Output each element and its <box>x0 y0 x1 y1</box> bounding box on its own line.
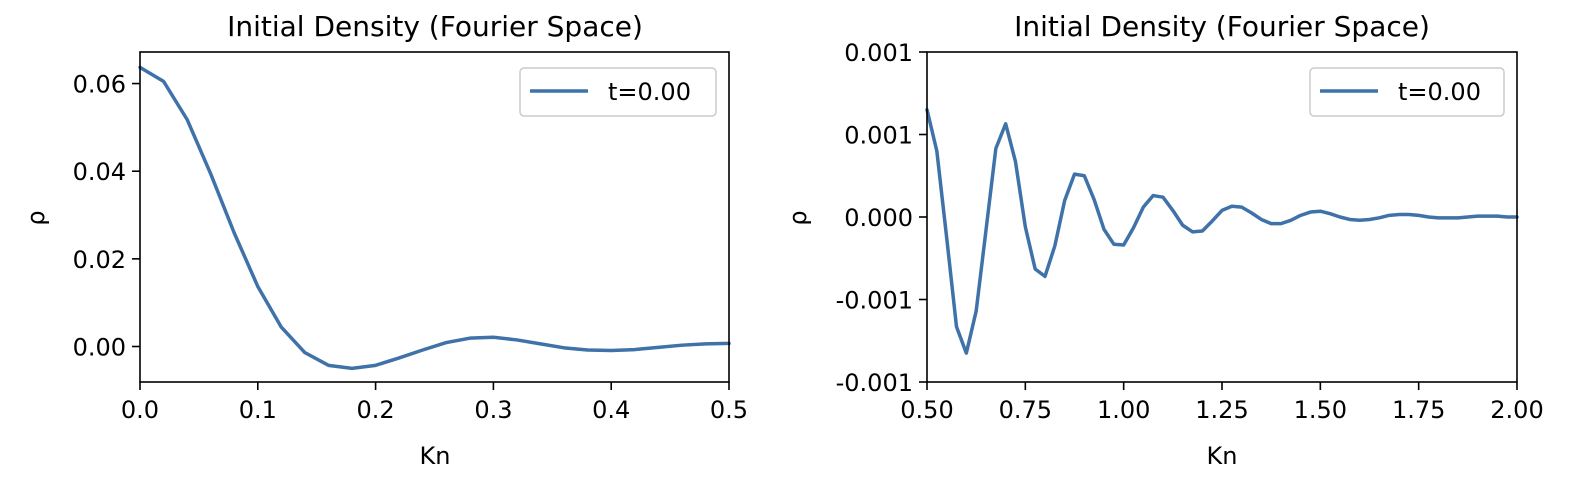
x-tick-label: 1.75 <box>1392 396 1445 424</box>
chart-left-x-axis: 0.0 0.1 0.2 0.3 0.4 0.5 <box>121 382 748 424</box>
y-tick-label: 0.001 <box>844 39 913 67</box>
x-tick-label: 0.5 <box>710 396 748 424</box>
chart-right-x-axis: 0.50 0.75 1.00 1.25 1.50 1.75 2.00 <box>900 382 1544 424</box>
chart-right-y-label: ρ <box>784 210 812 225</box>
chart-left-title: Initial Density (Fourier Space) <box>227 10 643 43</box>
x-tick-label: 0.3 <box>474 396 512 424</box>
x-tick-label: 0.50 <box>900 396 953 424</box>
y-tick-label: 0.04 <box>73 158 126 186</box>
chart-right-legend: t=0.00 <box>1309 67 1505 117</box>
chart-right-title: Initial Density (Fourier Space) <box>1014 10 1430 43</box>
chart-left-y-label: ρ <box>22 210 50 225</box>
legend-frame <box>1309 67 1505 117</box>
legend-label: t=0.00 <box>1398 78 1481 106</box>
x-tick-label: 2.00 <box>1490 396 1543 424</box>
y-tick-label: -0.001 <box>836 369 913 397</box>
chart-right: Initial Density (Fourier Space) 0.50 0.75… <box>784 10 1544 470</box>
chart-left: Initial Density (Fourier Space) 0.0 0.1 0.… <box>22 10 748 470</box>
chart-right-y-axis: -0.001 -0.001 0.000 0.001 0.001 <box>836 39 927 397</box>
chart-left-axes-frame <box>139 51 730 383</box>
chart-left-plot-area <box>138 51 731 383</box>
x-tick-label: 0.4 <box>592 396 630 424</box>
chart-left-y-axis: 0.00 0.02 0.04 0.06 <box>73 71 140 362</box>
x-tick-label: 0.75 <box>999 396 1052 424</box>
chart-right-x-label: Kn <box>1207 442 1238 470</box>
x-tick-label: 1.00 <box>1097 396 1150 424</box>
chart-left-x-label: Kn <box>420 442 451 470</box>
y-tick-label: -0.001 <box>836 287 913 315</box>
chart-left-legend: t=0.00 <box>519 67 717 117</box>
y-tick-label: 0.000 <box>844 204 913 232</box>
x-tick-label: 1.25 <box>1195 396 1248 424</box>
x-tick-label: 0.2 <box>357 396 395 424</box>
x-tick-label: 0.0 <box>121 396 159 424</box>
y-tick-label: 0.02 <box>73 246 126 274</box>
legend-frame <box>519 67 717 117</box>
x-tick-label: 1.50 <box>1294 396 1347 424</box>
y-tick-label: 0.06 <box>73 71 126 99</box>
chart-right-series-line <box>925 108 1519 355</box>
y-tick-label: 0.001 <box>844 122 913 150</box>
chart-left-series-line <box>138 65 731 371</box>
legend-label: t=0.00 <box>608 78 691 106</box>
x-tick-label: 0.1 <box>239 396 277 424</box>
y-tick-label: 0.00 <box>73 334 126 362</box>
